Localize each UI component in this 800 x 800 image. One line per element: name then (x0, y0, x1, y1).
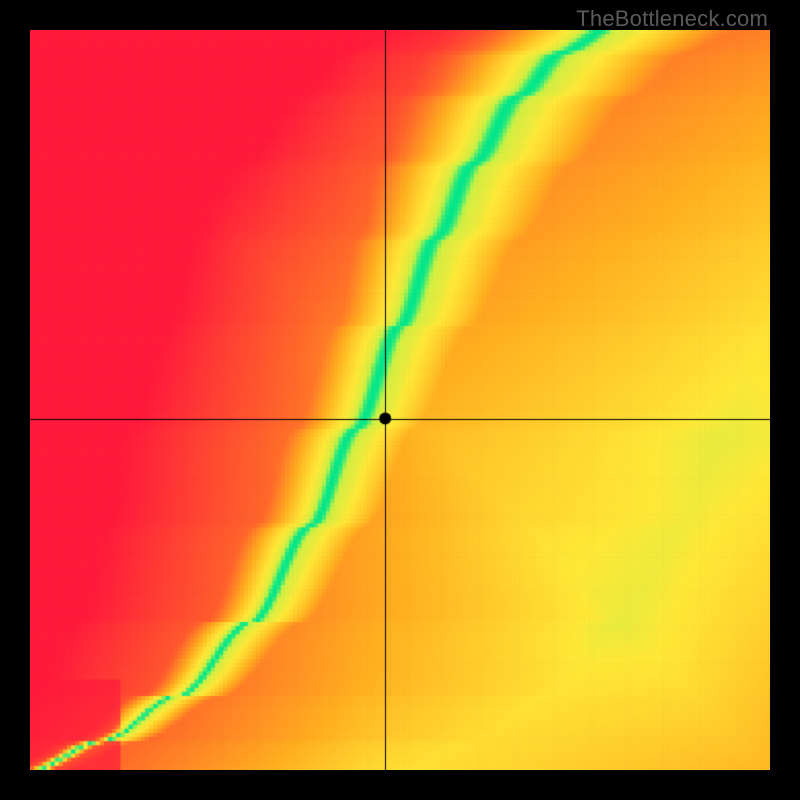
chart-area (30, 30, 770, 770)
heatmap-canvas (30, 30, 770, 770)
watermark-text: TheBottleneck.com (576, 6, 768, 32)
